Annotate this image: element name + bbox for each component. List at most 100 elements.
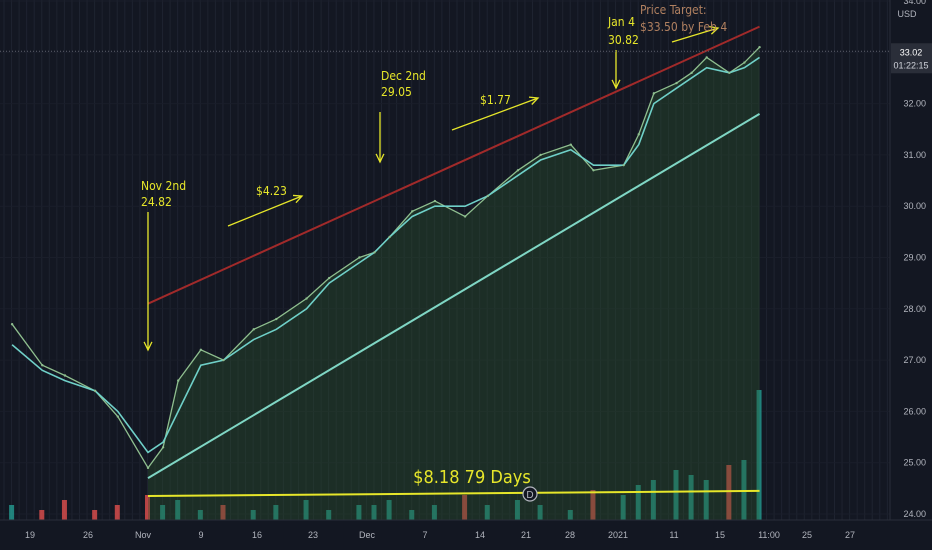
x-tick-label: 15 [715, 530, 725, 540]
annotation-target-value: $33.50 by Feb 4 [640, 20, 727, 34]
arrow-target-head [709, 25, 720, 35]
y-tick-label: 27.00 [903, 355, 926, 365]
volume-bar [220, 505, 226, 520]
price-point [305, 297, 308, 300]
trendline-resistance [147, 25, 760, 305]
price-point [275, 317, 278, 321]
price-point [63, 374, 67, 377]
y-tick-label: 26.00 [903, 406, 926, 416]
price-point [433, 199, 437, 203]
price-point [222, 358, 225, 362]
volume-bar [484, 505, 490, 520]
arrow-target [671, 27, 719, 43]
volume-bar [197, 510, 203, 520]
price-point [10, 322, 14, 326]
y-tick-label: 29.00 [903, 253, 926, 263]
trendline-range [147, 489, 760, 498]
price-point [358, 256, 361, 259]
price-point [690, 71, 693, 75]
annotation-jan4-date: Jan 4 [607, 15, 635, 29]
price-point [116, 415, 120, 418]
annotation-dec2-date: Dec 2nd [381, 69, 426, 83]
vertical-grid [3, 0, 888, 520]
price-point [758, 45, 761, 49]
x-tick-label: 2021 [608, 530, 628, 540]
volume-bar [114, 505, 120, 520]
arrow-gain1-head [292, 194, 304, 204]
price-point [463, 215, 467, 218]
price-area [148, 47, 760, 521]
x-tick-label: 26 [83, 530, 93, 540]
arrow-nov2-head [143, 341, 153, 352]
price-point [569, 143, 572, 146]
dividend-marker [522, 486, 538, 502]
price-point [592, 169, 595, 172]
currency-label: USD [897, 9, 917, 19]
volume-bar [409, 510, 415, 520]
price-area-fill [148, 47, 760, 521]
countdown-label: 01:22:15 [893, 60, 928, 70]
volume-bar [514, 500, 520, 520]
x-tick-label: 23 [308, 530, 318, 540]
arrow-gain1 [227, 195, 303, 227]
annotation-gain2: $1.77 [480, 93, 511, 107]
volume-bar [371, 505, 377, 520]
volume-bar [673, 470, 679, 520]
y-tick-label: 30.00 [903, 201, 926, 211]
y-tick-label: 28.00 [903, 304, 926, 314]
price-point [411, 210, 414, 213]
volume-bar [462, 495, 468, 520]
price-point [652, 92, 656, 95]
y-tick-label: 24.00 [903, 509, 926, 519]
volume-bar [590, 490, 596, 520]
annotation-dec2-value: 29.05 [381, 85, 412, 99]
price-point [177, 379, 180, 382]
last-price-label: 33.02 [900, 47, 923, 57]
price-point [486, 194, 489, 198]
x-tick-label: 11 [669, 530, 678, 540]
trendline-support [147, 113, 761, 479]
y-tick-label: 34.00 [903, 0, 926, 6]
last-price-box [891, 43, 932, 74]
x-tick-label: 28 [565, 530, 575, 540]
price-point [161, 446, 165, 449]
volume-bar [61, 500, 67, 520]
volume-bar [635, 485, 641, 520]
arrow-dec2-head [375, 153, 385, 164]
price-point [539, 153, 542, 157]
price-point [252, 328, 255, 331]
arrow-jan4-head [611, 79, 621, 90]
price-axis-bg [890, 0, 932, 550]
volume-bar [250, 510, 256, 520]
x-tick-label: 21 [521, 530, 531, 540]
price-point [675, 81, 678, 85]
time-axis[interactable]: 19 26 Nov 9 16 23 Dec 7 14 21 28 2021 11 15 11:00 25 27 [0, 519, 932, 550]
volume-bar [273, 505, 279, 520]
volume-bar [620, 495, 626, 520]
dividend-label: D [526, 490, 533, 501]
x-tick-label: 7 [422, 530, 427, 540]
annotation-arrows: D [143, 25, 720, 502]
volume-bars [9, 390, 762, 520]
annotation-target-title: Price Target: [640, 3, 707, 17]
price-point [637, 133, 640, 136]
x-tick-label: 14 [475, 530, 485, 540]
price-point [388, 235, 391, 239]
trendlines[interactable] [147, 25, 761, 498]
volume-bar [726, 465, 732, 520]
annotation-labels: Nov 2nd 24.82 Dec 2nd 29.05 Jan 4 30.82 $4.23 $… [141, 3, 727, 488]
series-lines [10, 45, 761, 470]
volume-bar [537, 505, 543, 520]
annotation-jan4-value: 30.82 [608, 33, 639, 47]
price-point [743, 61, 746, 64]
y-tick-label: 31.00 [903, 150, 926, 160]
volume-bar [175, 500, 181, 520]
arrow-gain2 [451, 97, 539, 131]
price-point [516, 169, 520, 172]
x-tick-label: Dec [359, 530, 376, 540]
x-tick-label: 25 [802, 530, 812, 540]
price-point [328, 276, 331, 280]
price-point [373, 251, 376, 254]
